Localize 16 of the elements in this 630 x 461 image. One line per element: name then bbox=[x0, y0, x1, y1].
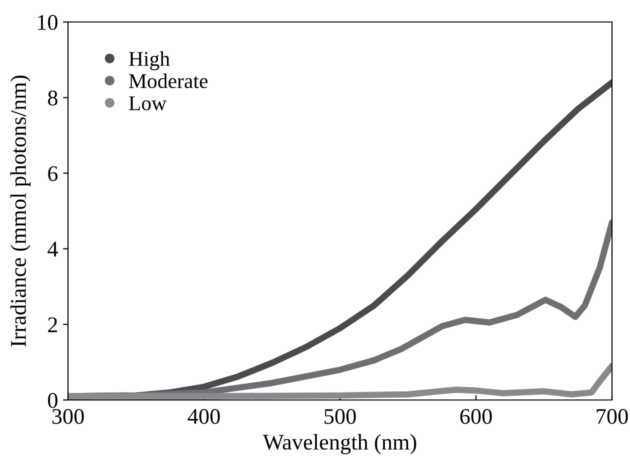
legend-label: High bbox=[129, 51, 170, 70]
legend-label: Moderate bbox=[129, 73, 208, 88]
y-tick-label: 10 bbox=[38, 14, 58, 30]
y-axis-title: Irradiance (mmol photons/nm) bbox=[10, 76, 30, 347]
x-tick-label: 400 bbox=[188, 408, 220, 424]
x-tick-label: 500 bbox=[324, 408, 356, 424]
y-tick-label: 0 bbox=[48, 392, 58, 408]
y-tick-label: 2 bbox=[48, 317, 58, 332]
x-tick-label: 700 bbox=[596, 408, 628, 424]
x-tick-label: 300 bbox=[52, 408, 84, 424]
y-tick-label: 6 bbox=[48, 166, 58, 182]
y-tick-label: 4 bbox=[48, 242, 58, 257]
legend-label: Low bbox=[129, 96, 167, 110]
x-tick-label: 600 bbox=[460, 408, 492, 424]
x-axis-title: Wavelength (nm) bbox=[262, 434, 416, 454]
y-tick-label: 8 bbox=[48, 90, 58, 106]
